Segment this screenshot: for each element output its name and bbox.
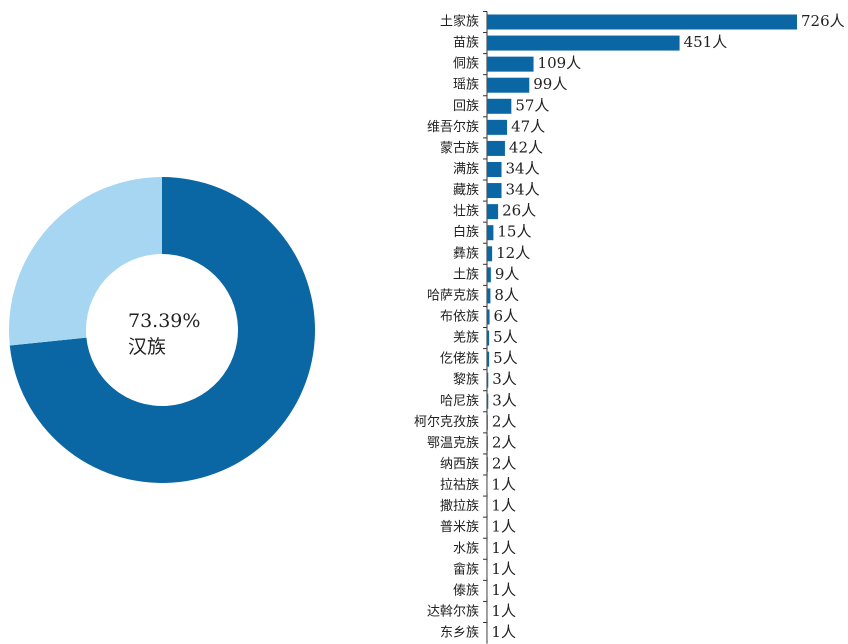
value-label: 99人	[533, 75, 567, 93]
bar	[487, 161, 502, 177]
value-label: 109人	[538, 54, 582, 72]
bar	[487, 56, 534, 72]
value-label: 3人	[492, 370, 517, 388]
bar	[487, 98, 512, 114]
bar	[487, 119, 508, 135]
category-label: 傣族	[453, 582, 479, 598]
value-label: 42人	[509, 138, 543, 156]
category-label: 普米族	[440, 519, 479, 535]
bar	[487, 330, 490, 346]
donut-slice	[9, 177, 316, 483]
bar	[487, 393, 489, 409]
category-label: 蒙古族	[440, 140, 479, 156]
value-label: 1人	[491, 623, 516, 641]
category-label: 柯尔克孜族	[414, 414, 479, 430]
category-label: 哈尼族	[440, 393, 479, 409]
donut-slice	[8, 177, 162, 346]
value-label: 26人	[502, 202, 536, 220]
value-label: 1人	[491, 539, 516, 557]
value-label: 9人	[495, 265, 520, 283]
bar	[487, 267, 491, 283]
bar	[487, 435, 488, 451]
bar	[487, 35, 680, 51]
category-label: 瑶族	[453, 77, 479, 93]
bar	[487, 372, 489, 388]
bar	[487, 351, 490, 367]
value-label: 34人	[506, 159, 540, 177]
bar	[487, 456, 488, 472]
value-label: 8人	[494, 286, 519, 304]
category-label: 土族	[453, 266, 479, 282]
value-label: 1人	[491, 581, 516, 599]
bar	[487, 183, 502, 199]
category-label: 水族	[453, 540, 479, 556]
bar	[487, 140, 505, 156]
category-label: 藏族	[453, 182, 479, 198]
category-label: 羌族	[453, 330, 479, 346]
value-label: 5人	[493, 328, 518, 346]
category-label: 鄂温克族	[427, 435, 479, 451]
value-label: 15人	[497, 223, 531, 241]
value-label: 1人	[491, 497, 516, 515]
category-label: 苗族	[453, 35, 479, 51]
value-label: 1人	[491, 602, 516, 620]
category-label: 哈萨克族	[427, 287, 479, 303]
value-label: 2人	[492, 454, 517, 472]
bar	[487, 204, 499, 220]
value-label: 6人	[494, 307, 519, 325]
bar	[487, 225, 494, 241]
category-label: 撒拉族	[440, 498, 479, 514]
bar	[487, 309, 490, 325]
bar	[487, 14, 797, 30]
bar	[487, 246, 493, 262]
category-label: 东乡族	[440, 625, 479, 641]
value-label: 3人	[492, 391, 517, 409]
category-label: 拉祜族	[440, 477, 479, 493]
value-label: 2人	[492, 433, 517, 451]
value-label: 1人	[491, 476, 516, 494]
category-label: 达斡尔族	[427, 603, 479, 619]
category-label: 黎族	[453, 372, 479, 388]
category-label: 布依族	[440, 308, 479, 324]
category-label: 回族	[453, 98, 479, 114]
value-label: 726人	[801, 12, 845, 30]
category-label: 土家族	[440, 14, 479, 30]
center-label: 汉族	[128, 336, 166, 358]
category-label: 畲族	[453, 561, 479, 577]
category-label: 仡佬族	[440, 351, 479, 367]
value-label: 34人	[506, 181, 540, 199]
value-label: 47人	[511, 117, 545, 135]
category-label: 维吾尔族	[427, 119, 479, 135]
value-label: 2人	[492, 412, 517, 430]
value-label: 1人	[491, 560, 516, 578]
category-label: 彝族	[453, 245, 479, 261]
value-label: 57人	[515, 96, 549, 114]
category-label: 白族	[453, 224, 479, 240]
category-label: 侗族	[453, 56, 479, 72]
center-value: 73.39%	[128, 310, 200, 332]
category-label: 纳西族	[440, 456, 479, 472]
value-label: 12人	[496, 244, 530, 262]
bar	[487, 77, 530, 93]
value-label: 451人	[684, 33, 728, 51]
bar	[487, 288, 491, 304]
category-label: 壮族	[453, 203, 479, 219]
category-label: 满族	[453, 161, 479, 177]
value-label: 5人	[493, 349, 518, 367]
value-label: 1人	[491, 518, 516, 536]
bar	[487, 414, 488, 430]
